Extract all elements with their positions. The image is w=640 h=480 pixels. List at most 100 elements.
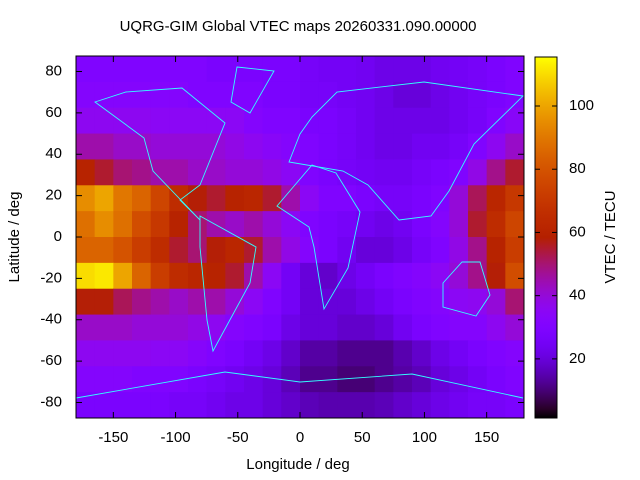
heatmap-cell <box>486 340 506 367</box>
heatmap-cell <box>132 133 152 160</box>
heatmap-cell <box>76 211 96 238</box>
heatmap-cell <box>374 56 394 83</box>
heatmap-cell <box>318 392 338 418</box>
heatmap-cell <box>430 366 450 393</box>
x-tick-label: 0 <box>296 429 304 446</box>
heatmap-cell <box>337 288 357 316</box>
heatmap-cell <box>281 288 301 316</box>
heatmap-cell <box>281 314 301 341</box>
coastline <box>442 261 491 317</box>
heatmap-cell <box>356 366 376 393</box>
heatmap-cell <box>356 392 376 418</box>
heatmap-cell <box>262 262 282 290</box>
heatmap-cell <box>94 56 114 83</box>
heatmap-cell <box>132 392 152 418</box>
heatmap-cell <box>188 366 208 393</box>
x-tick-label: -100 <box>161 429 191 446</box>
heatmap-cell <box>337 159 357 186</box>
heatmap-cell <box>430 185 450 212</box>
heatmap-cell <box>300 185 320 212</box>
heatmap-cell <box>281 340 301 367</box>
heatmap-cell <box>393 185 413 212</box>
heatmap-cell <box>412 211 432 238</box>
heatmap-cell <box>281 81 301 109</box>
heatmap-cell <box>486 366 506 393</box>
heatmap-cell <box>169 262 189 290</box>
heatmap-cell <box>393 237 413 264</box>
heatmap-cell <box>393 288 413 316</box>
heatmap-cell <box>188 211 208 238</box>
heatmap-cell <box>281 237 301 264</box>
heatmap-cell <box>206 262 226 290</box>
heatmap-cell <box>132 211 152 238</box>
heatmap-cell <box>244 159 264 186</box>
heatmap-cell <box>132 237 152 264</box>
heatmap-cell <box>169 392 189 418</box>
heatmap-cell <box>188 314 208 341</box>
heatmap-cell <box>412 366 432 393</box>
heatmap-cell <box>468 314 488 341</box>
heatmap-cell <box>169 288 189 316</box>
heatmap-cell <box>206 159 226 186</box>
x-tick-label: 150 <box>474 429 499 446</box>
heatmap-cell <box>206 314 226 341</box>
heatmap-cell <box>356 237 376 264</box>
heatmap-cell <box>468 340 488 367</box>
heatmap-cell <box>94 262 114 290</box>
heatmap-cell <box>244 262 264 290</box>
heatmap-cell <box>393 159 413 186</box>
heatmap-cell <box>132 107 152 135</box>
heatmap-cell <box>169 340 189 367</box>
heatmap-cell <box>449 262 469 290</box>
colorbar-tick-label: 40 <box>569 287 586 304</box>
heatmap-cell <box>262 211 282 238</box>
heatmap-cell <box>150 211 170 238</box>
colorbar-tick-label: 80 <box>569 160 586 177</box>
colorbar-label: VTEC / TECU <box>602 190 619 283</box>
heatmap-cell <box>113 107 133 135</box>
coastline <box>230 66 275 114</box>
heatmap-cell <box>356 211 376 238</box>
heatmap-cell <box>430 392 450 418</box>
heatmap-cell <box>505 237 524 264</box>
heatmap-cell <box>76 81 96 109</box>
heatmap-cell <box>76 185 96 212</box>
heatmap-cell <box>281 392 301 418</box>
heatmap-cell <box>132 314 152 341</box>
heatmap-cell <box>94 133 114 160</box>
heatmap-cell <box>206 133 226 160</box>
heatmap-cell <box>76 314 96 341</box>
heatmap-cell <box>412 56 432 83</box>
heatmap-cell <box>430 159 450 186</box>
heatmap-cell <box>486 185 506 212</box>
heatmap-cell <box>244 107 264 135</box>
heatmap-cell <box>113 392 133 418</box>
heatmap-cell <box>486 392 506 418</box>
heatmap-cell <box>244 392 264 418</box>
heatmap-cell <box>486 314 506 341</box>
heatmap-cell <box>188 107 208 135</box>
heatmap-cell <box>188 159 208 186</box>
heatmap-cell <box>300 237 320 264</box>
heatmap-cell <box>188 133 208 160</box>
heatmap-cell <box>188 392 208 418</box>
heatmap-cell <box>318 56 338 83</box>
heatmap-cell <box>505 211 524 238</box>
heatmap-cell <box>225 159 245 186</box>
heatmap-cell <box>169 56 189 83</box>
heatmap-cell <box>132 56 152 83</box>
heatmap-cell <box>225 81 245 109</box>
coastline <box>94 87 226 221</box>
heatmap-cell <box>225 237 245 264</box>
heatmap-cell <box>76 107 96 135</box>
heatmap-cell <box>262 340 282 367</box>
heatmap-cell <box>393 56 413 83</box>
heatmap-cell <box>94 288 114 316</box>
heatmap-cell <box>356 340 376 367</box>
heatmap-cell <box>374 81 394 109</box>
heatmap-cell <box>169 211 189 238</box>
heatmap-cell <box>300 81 320 109</box>
heatmap-cell <box>393 211 413 238</box>
heatmap-cell <box>337 56 357 83</box>
heatmap-cell <box>449 366 469 393</box>
